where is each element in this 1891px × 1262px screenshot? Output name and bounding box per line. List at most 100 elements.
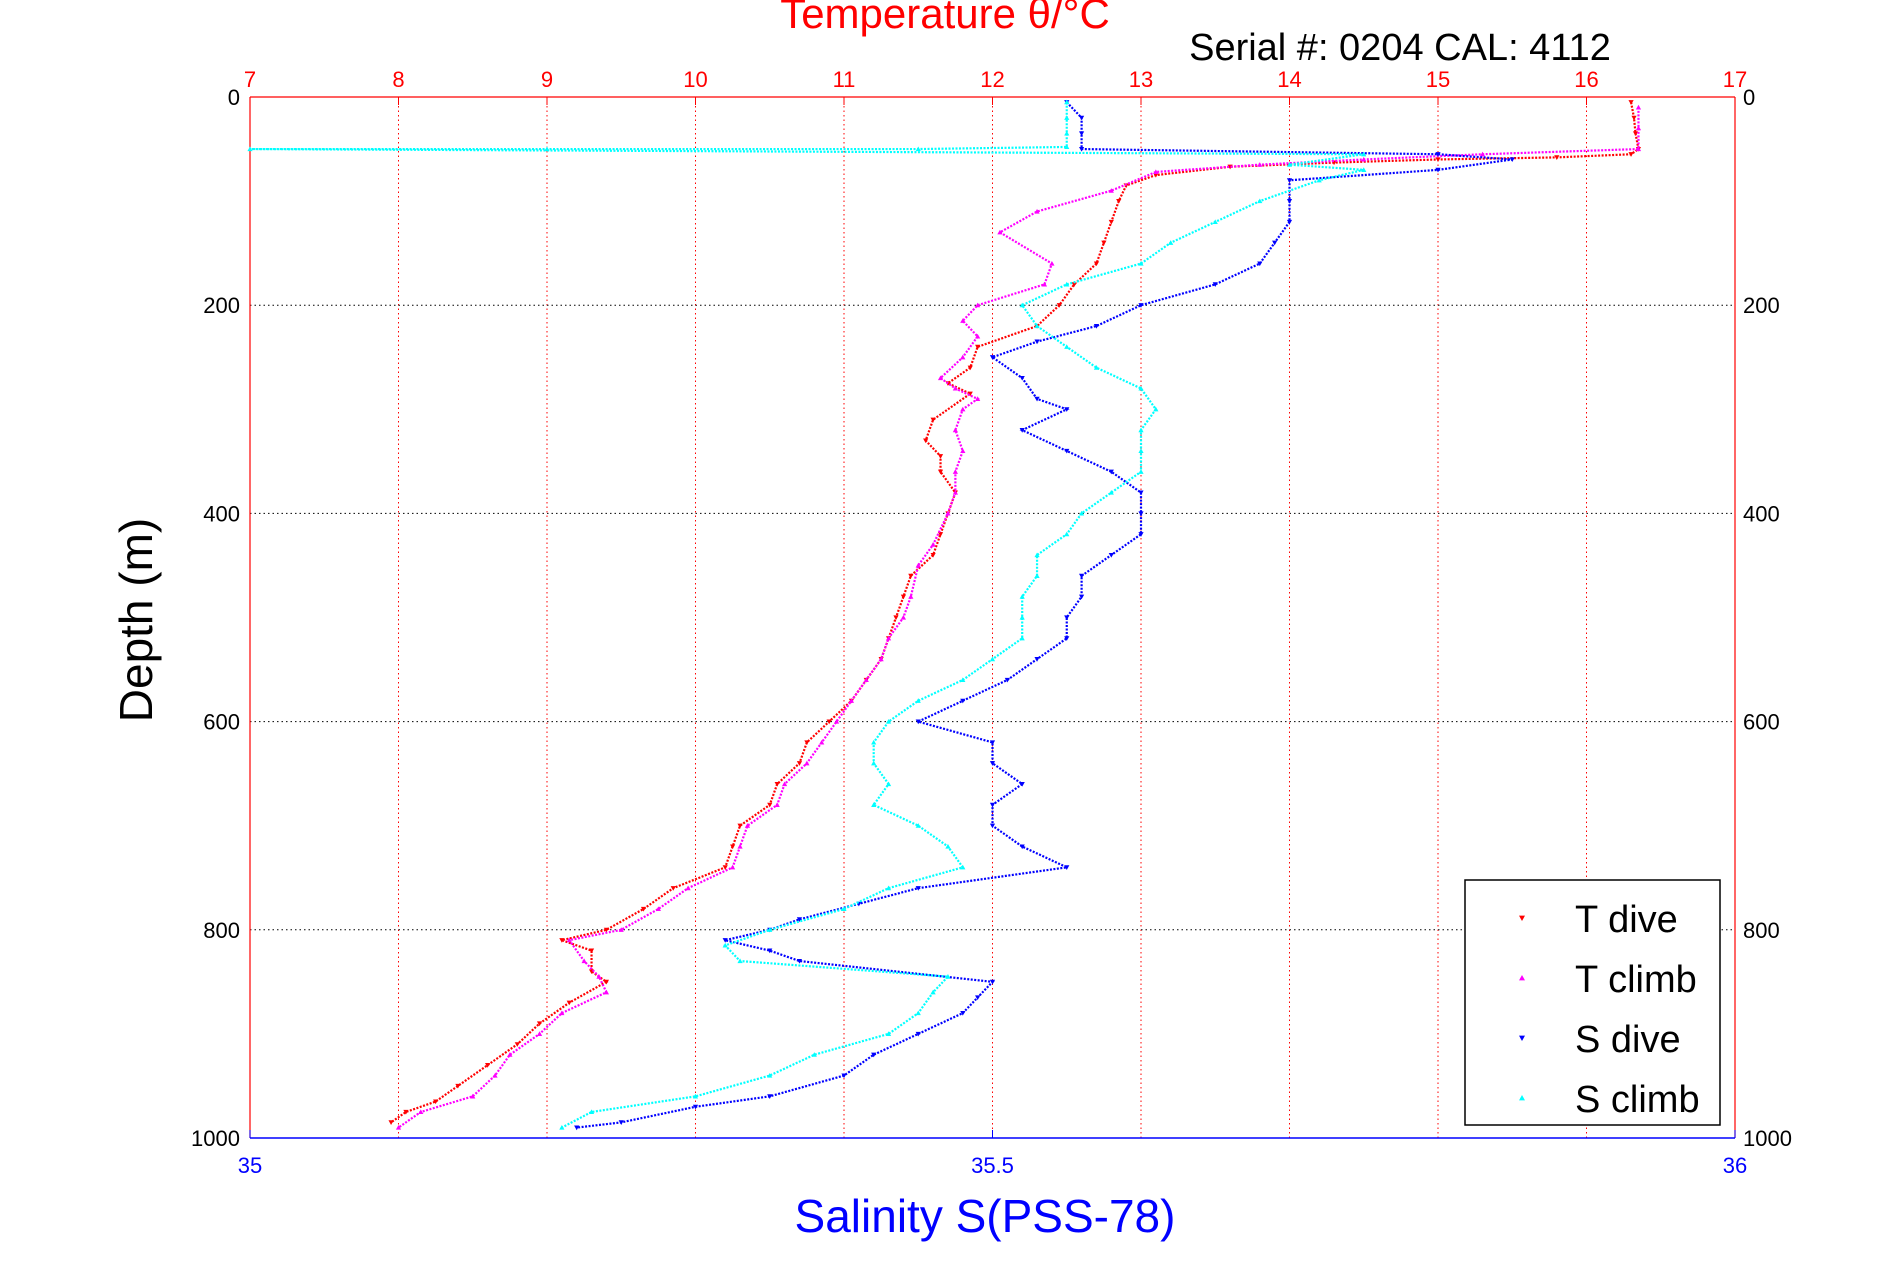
data-point (1257, 198, 1263, 204)
data-point (1116, 199, 1122, 204)
data-point (1101, 240, 1107, 246)
data-point (559, 1010, 565, 1016)
data-point (767, 802, 773, 808)
data-point (915, 886, 921, 891)
data-point (833, 719, 840, 724)
data-point (1212, 219, 1218, 224)
data-point (952, 489, 958, 495)
data-point (826, 719, 832, 725)
data-point (1635, 146, 1642, 152)
data-point (603, 989, 609, 995)
salinity-axis: 35 35.5 36 (238, 1130, 1747, 1178)
data-point (908, 573, 914, 579)
data-point (1212, 282, 1218, 287)
data-point (1286, 219, 1293, 225)
data-point (767, 927, 773, 932)
data-point (618, 1120, 624, 1125)
data-point (1108, 469, 1114, 475)
data-point (1041, 281, 1048, 287)
series-line (397, 107, 1640, 1129)
data-point (975, 302, 981, 308)
data-point (418, 1109, 424, 1115)
data-point (885, 781, 892, 787)
data-point (841, 906, 847, 912)
data-point (1138, 448, 1144, 454)
data-point (989, 355, 996, 360)
data-point (1079, 573, 1085, 579)
data-point (730, 864, 736, 870)
data-point (1509, 157, 1515, 163)
data-point (1064, 615, 1070, 621)
legend-marker (1519, 1035, 1525, 1041)
temp-tick-label: 10 (683, 67, 707, 92)
data-point (960, 864, 966, 870)
temp-tick-label: 9 (541, 67, 553, 92)
data-point (1019, 375, 1025, 381)
data-point (767, 1072, 773, 1078)
data-point (796, 917, 803, 922)
data-point (1138, 490, 1144, 496)
data-point (1257, 261, 1263, 267)
data-point (1138, 427, 1144, 433)
data-point (1079, 594, 1085, 600)
data-point (915, 562, 921, 568)
data-point (915, 1010, 921, 1016)
data-point (1435, 167, 1441, 173)
data-point (900, 594, 906, 600)
data-point (885, 1031, 892, 1036)
data-point (848, 698, 855, 703)
data-point (952, 385, 958, 391)
data-point (930, 542, 936, 547)
data-point (960, 406, 966, 412)
data-point (1286, 199, 1293, 204)
data-point (1019, 302, 1025, 308)
data-point (1034, 573, 1040, 578)
data-point (915, 823, 921, 828)
data-point (433, 1099, 439, 1105)
depth-tick-label-right: 600 (1743, 710, 1780, 735)
data-point (915, 698, 921, 703)
data-point (930, 417, 936, 423)
data-point (1153, 172, 1159, 178)
data-point (1004, 677, 1010, 683)
temp-tick-label: 14 (1277, 67, 1301, 92)
data-point (945, 510, 951, 516)
data-point (722, 938, 728, 943)
data-point (871, 760, 877, 766)
data-point (893, 615, 899, 621)
data-point (403, 1109, 409, 1115)
data-point (737, 958, 743, 964)
data-point (841, 1073, 847, 1079)
data-point (1034, 552, 1040, 558)
data-point (485, 1063, 491, 1068)
data-point (1138, 303, 1144, 308)
data-point (937, 532, 944, 537)
depth-tick-label-left: 800 (203, 918, 240, 943)
data-point (744, 823, 751, 828)
temp-tick-label: 11 (833, 67, 856, 92)
data-point (737, 823, 743, 829)
data-point (871, 739, 877, 745)
data-point (1093, 323, 1100, 329)
data-point (1079, 131, 1085, 137)
data-point (1138, 260, 1144, 266)
sal-tick-label: 35.5 (971, 1153, 1014, 1178)
data-point (722, 942, 728, 948)
data-point (937, 469, 944, 475)
data-point (900, 614, 906, 620)
series-t-dive (388, 100, 1642, 1125)
data-point (960, 318, 966, 323)
temp-tick-label: 15 (1426, 67, 1450, 92)
data-point (388, 1120, 394, 1125)
depth-tick-label-left: 0 (228, 85, 240, 110)
data-point (1034, 339, 1040, 345)
data-point (1019, 614, 1025, 620)
data-point (1361, 167, 1367, 172)
data-point (536, 1031, 543, 1036)
data-point (1153, 406, 1159, 412)
data-point (782, 781, 788, 787)
data-point (1064, 115, 1070, 120)
data-point (989, 802, 996, 808)
temp-tick-label: 12 (980, 67, 1004, 92)
data-point (796, 761, 803, 766)
